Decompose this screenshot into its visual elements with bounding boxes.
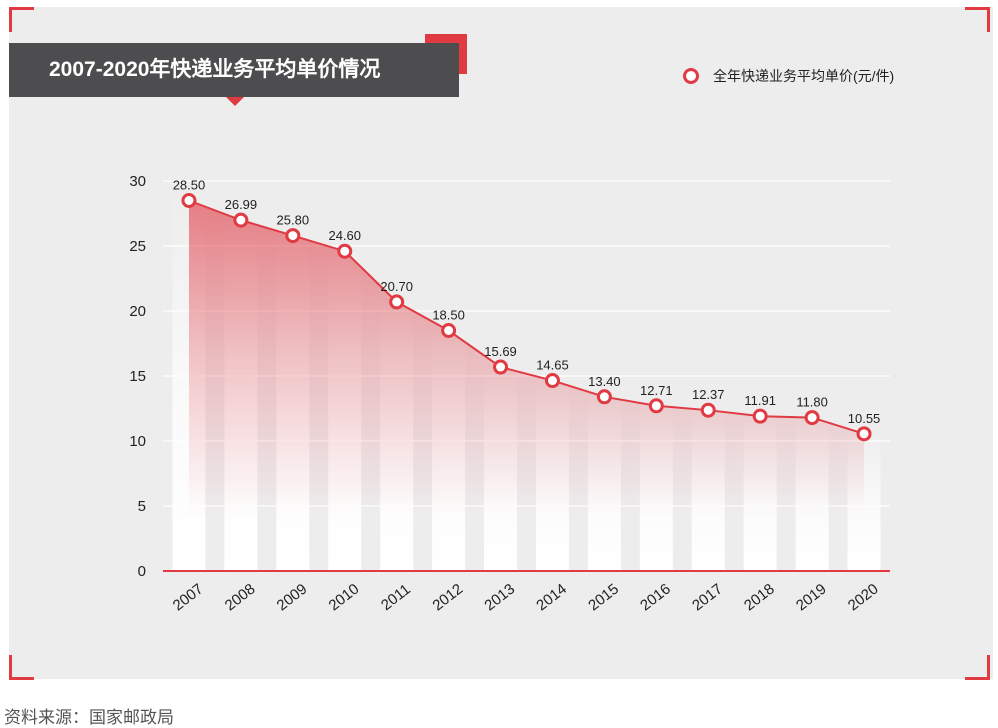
data-label: 11.91 <box>744 393 776 408</box>
corner-bracket-bottom-right <box>965 655 990 680</box>
data-point <box>648 398 664 414</box>
corner-bracket-bottom-left <box>9 655 34 680</box>
x-tick-label: 2020 <box>845 580 882 614</box>
x-tick-label: 2009 <box>274 580 311 614</box>
data-label: 20.70 <box>380 279 413 294</box>
data-label: 24.60 <box>328 228 361 243</box>
data-label: 15.69 <box>484 344 517 359</box>
data-point <box>596 389 612 405</box>
area-fill <box>188 200 865 571</box>
data-point <box>856 426 872 442</box>
y-tick-label: 10 <box>129 433 146 450</box>
data-point <box>544 373 560 389</box>
data-label: 12.37 <box>692 387 725 402</box>
y-tick-label: 15 <box>129 368 146 385</box>
chart-title: 2007-2020年快递业务平均单价情况 <box>9 43 459 97</box>
data-label: 28.50 <box>173 178 206 193</box>
data-point <box>337 243 353 259</box>
data-label: 25.80 <box>277 213 310 228</box>
y-tick-label: 30 <box>129 173 146 190</box>
data-point <box>493 359 509 375</box>
corner-bracket-top-left <box>9 7 34 32</box>
x-tick-label: 2013 <box>481 580 518 614</box>
source-note: 资料来源：国家邮政局 <box>4 708 174 727</box>
y-tick-label: 25 <box>129 238 146 255</box>
x-tick-label: 2010 <box>326 580 363 614</box>
data-label: 11.80 <box>796 395 828 410</box>
data-point <box>700 402 716 418</box>
data-label: 12.71 <box>640 383 673 398</box>
y-tick-label: 0 <box>138 563 146 580</box>
x-tick-label: 2019 <box>793 580 830 614</box>
data-point <box>285 228 301 244</box>
x-tick-label: 2011 <box>378 581 414 614</box>
x-tick-label: 2007 <box>170 580 207 614</box>
x-tick-label: 2012 <box>429 580 466 614</box>
x-tick-label: 2015 <box>585 580 622 614</box>
data-label: 13.40 <box>588 374 621 389</box>
x-tick-label: 2014 <box>533 580 570 614</box>
corner-bracket-top-right <box>965 7 990 32</box>
data-label: 14.65 <box>536 358 569 373</box>
x-tick-label: 2016 <box>637 580 674 614</box>
y-tick-label: 5 <box>138 498 146 515</box>
data-point <box>389 294 405 310</box>
data-point <box>441 323 457 338</box>
x-tick-label: 2017 <box>689 580 726 614</box>
x-tick-label: 2008 <box>222 580 259 614</box>
data-point <box>804 410 820 426</box>
x-tick-label: 2018 <box>741 580 778 614</box>
legend-label: 全年快递业务平均单价(元/件) <box>713 68 895 84</box>
data-point <box>233 212 249 228</box>
data-label: 10.55 <box>848 411 881 426</box>
y-tick-label: 20 <box>129 303 146 320</box>
data-label: 18.50 <box>432 308 465 323</box>
data-label: 26.99 <box>225 197 258 212</box>
legend: 全年快递业务平均单价(元/件) <box>683 64 894 88</box>
legend-marker-icon <box>683 68 699 84</box>
data-point <box>181 193 197 208</box>
series-line <box>188 199 865 435</box>
data-point <box>752 408 768 424</box>
title-notch-icon <box>226 97 244 106</box>
